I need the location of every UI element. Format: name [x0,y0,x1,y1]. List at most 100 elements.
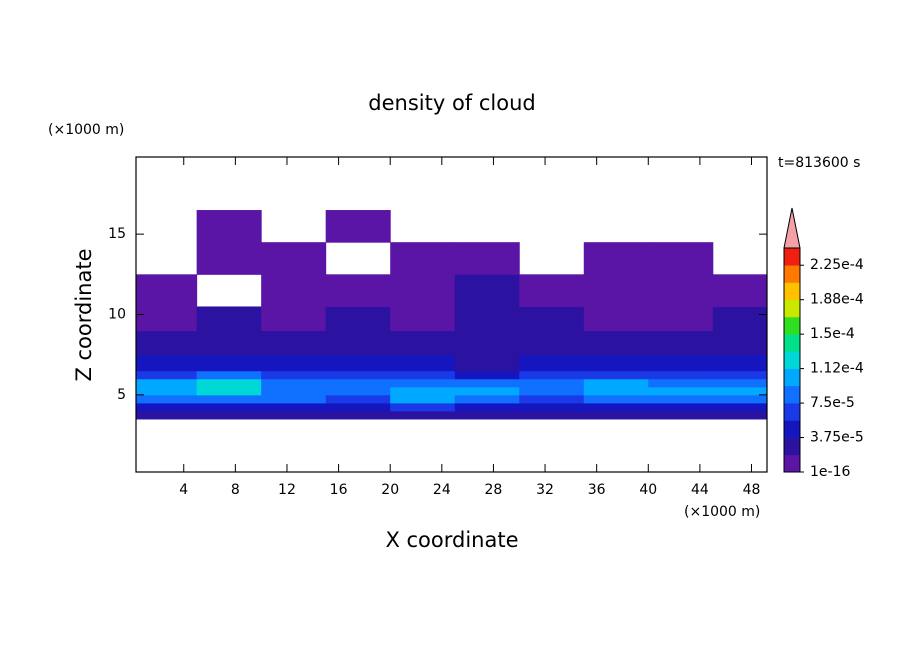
contour-cell [583,386,649,396]
contour-cell [583,306,649,332]
contour-cell [325,378,391,388]
contour-cell [648,354,714,372]
colorbar-tick-label: 1.88e-4 [810,292,864,308]
contour-cell [196,402,262,412]
contour-cell [136,394,198,404]
x-tick-label: 40 [639,482,657,498]
colorbar-band [784,351,800,369]
contour-cell [136,402,198,412]
contour-cell [712,274,767,307]
y-tick-label: 15 [108,226,126,242]
colorbar-band [784,299,800,318]
contour-cell [712,354,767,372]
contour-cell [261,370,327,380]
contour-cell [454,410,520,420]
contour-cell [136,410,198,420]
contour-cell [583,370,649,380]
contour-cell [325,394,391,404]
contour-cell [390,370,456,380]
colorbar-tick-label: 7.5e-5 [810,395,855,411]
contour-cell [712,394,767,404]
contour-cell [136,274,198,307]
contour-cell [583,410,649,420]
colorbar-band [784,368,800,387]
contour-cell [325,210,391,243]
contour-cell [583,274,649,307]
x-tick-label: 20 [381,482,399,498]
contour-cell [196,378,262,388]
x-tick-label: 36 [588,482,606,498]
contour-cell [454,242,520,275]
contour-cell [519,394,585,404]
colorbar-tick-label: 1.5e-4 [810,326,855,342]
colorbar-tick-label: 3.75e-5 [810,430,864,446]
x-tick-label: 32 [536,482,554,498]
contour-cell [519,370,585,380]
contour-cell [712,330,767,356]
contour-cell [325,354,391,372]
x-tick-label: 4 [179,482,188,498]
contour-cell [325,306,391,332]
contour-cell [648,306,714,332]
colorbar-band [784,316,800,335]
contour-cell [454,306,520,332]
contour-cell [390,330,456,356]
contour-cell [390,402,456,412]
contour-cell [261,306,327,332]
colorbar-band [784,248,800,266]
colorbar-band [784,334,800,352]
contour-cell [583,378,649,388]
contour-cell [261,386,327,396]
x-unit: (×1000 m) [684,504,760,520]
contour-cell [390,274,456,307]
contour-cell [712,378,767,388]
contour-cell [583,242,649,275]
colorbar-tick-label: 2.25e-4 [810,257,864,273]
colorbar-band [784,437,800,456]
contour-cell [712,402,767,412]
contour-cell [136,370,198,380]
contour-cell [454,386,520,396]
time-label: t=813600 s [778,155,860,171]
contour-cell [261,274,327,307]
contour-cell [454,274,520,307]
contour-cell [390,394,456,404]
contour-cell [325,386,391,396]
y-axis-title: Z coordinate [72,248,96,381]
contour-cell [583,394,649,404]
colorbar-band [784,403,800,421]
contour-cell [712,306,767,332]
contour-cell [196,394,262,404]
contour-cell [325,402,391,412]
contour-cell [261,410,327,420]
contour-cell [196,410,262,420]
contour-cell [648,402,714,412]
contour-cell [390,354,456,372]
contour-cell [519,330,585,356]
contour-cell [454,330,520,356]
contour-field [136,210,767,420]
x-tick-label: 48 [743,482,761,498]
contour-cell [454,354,520,372]
contour-cell [196,370,262,380]
contour-cell [196,386,262,396]
contour-cell [390,306,456,332]
chart-title: density of cloud [368,91,535,115]
x-tick-label: 28 [485,482,503,498]
contour-cell [648,386,714,396]
x-tick-label: 12 [278,482,296,498]
contour-cell [325,330,391,356]
contour-cell [390,410,456,420]
colorbar-band [784,265,800,283]
y-tick-label: 10 [108,307,126,323]
contour-cell [196,354,262,372]
colorbar-band [784,282,800,300]
contour-cell [261,354,327,372]
colorbar-band [784,454,800,473]
contour-cell [519,402,585,412]
contour-cell [583,402,649,412]
contour-cell [196,306,262,332]
y-unit: (×1000 m) [48,122,124,138]
contour-cell [519,354,585,372]
contour-cell [196,210,262,243]
